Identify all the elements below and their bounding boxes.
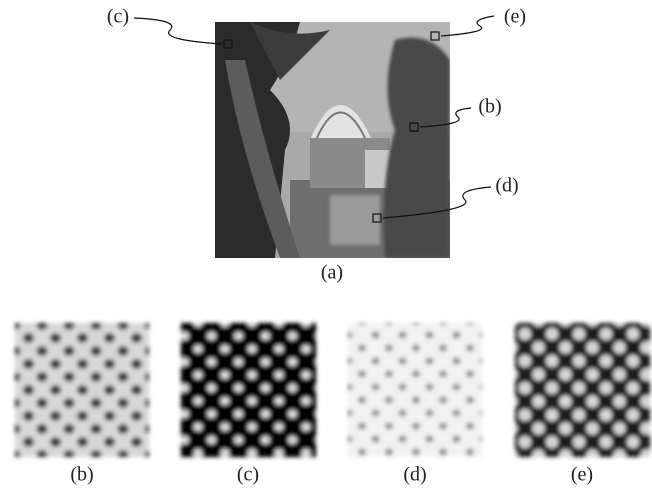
patch — [15, 323, 149, 457]
patch — [515, 323, 650, 457]
patch-label: (d) — [403, 464, 426, 486]
patch-label: (c) — [237, 464, 259, 486]
callout-label: (b) — [478, 96, 501, 118]
page: {"figure": {"main_image": {"label": "(a)… — [0, 0, 652, 490]
callout-label: (d) — [495, 175, 518, 197]
patch-label: (b) — [70, 464, 93, 486]
patch — [181, 323, 316, 457]
photo — [215, 22, 450, 258]
callout-label: (c) — [107, 6, 129, 28]
image-label: (a) — [321, 262, 343, 284]
patch — [348, 323, 482, 457]
callout-label: (e) — [504, 6, 526, 28]
patch-label: (e) — [571, 464, 593, 486]
figure: (c) (e) (b) (d) (a) (b) (c) (d) (e) — [0, 0, 652, 490]
